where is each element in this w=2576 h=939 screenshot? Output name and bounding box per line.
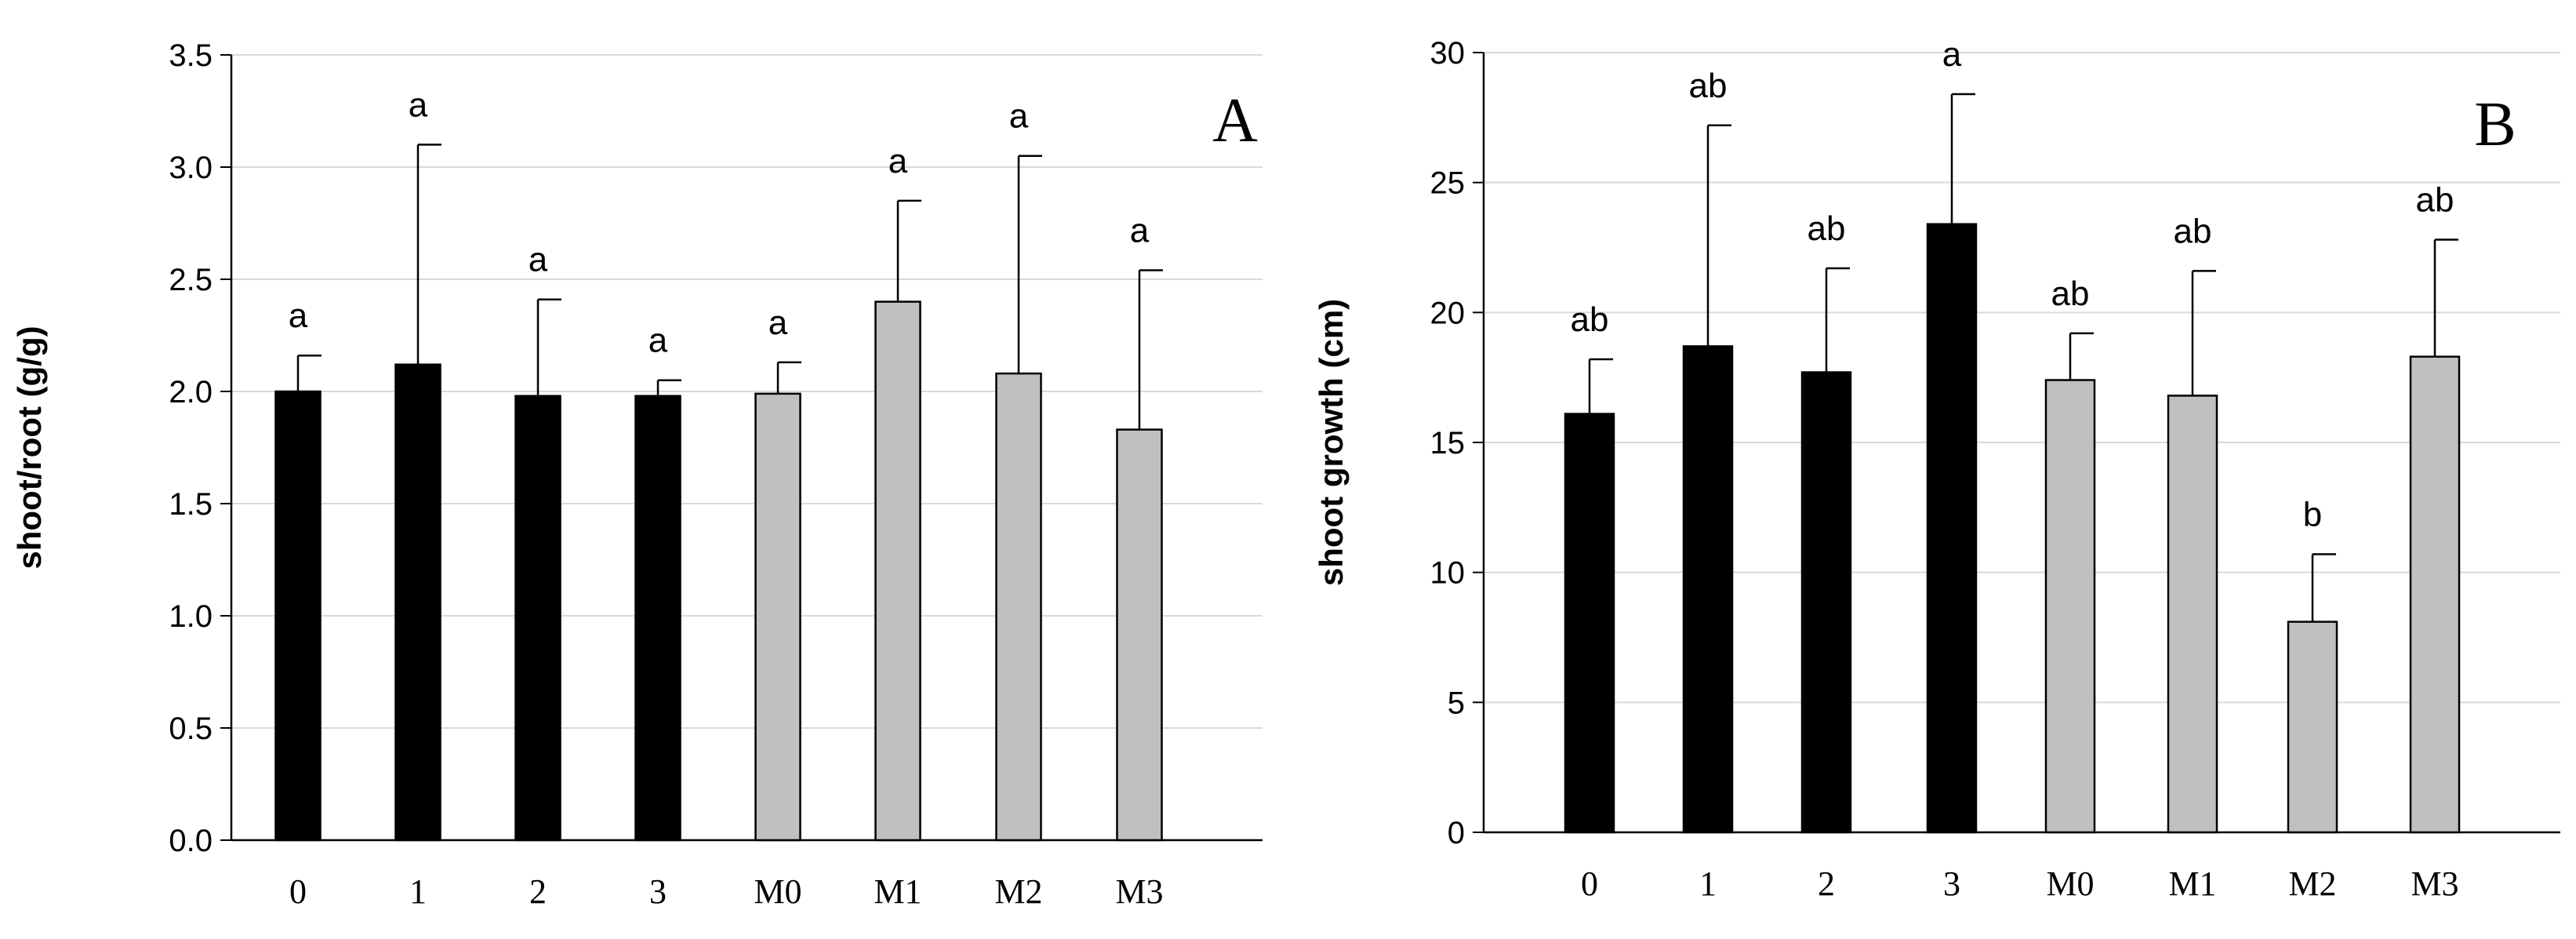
significance-letter: a	[1130, 212, 1150, 250]
y-tick-label: 0.5	[169, 712, 213, 746]
bar	[394, 363, 441, 842]
bar	[1116, 428, 1163, 842]
y-tick-label: 3.5	[169, 38, 213, 73]
bar	[995, 372, 1042, 842]
significance-letter: ab	[2051, 275, 2090, 313]
significance-letter: ab	[1689, 67, 1728, 105]
significance-letter: a	[768, 304, 788, 342]
x-tick-label: M3	[1115, 872, 1163, 911]
x-tick-label: M1	[2168, 864, 2216, 903]
bar	[1800, 371, 1852, 834]
significance-letter: ab	[2174, 212, 2212, 250]
bar	[2044, 379, 2096, 834]
x-tick-label: 0	[1581, 864, 1598, 903]
significance-letter: ab	[1571, 300, 1609, 339]
bar	[274, 390, 322, 842]
y-tick-label: 25	[1430, 166, 1466, 201]
x-tick-label: 3	[1943, 864, 1960, 903]
x-tick-label: 1	[409, 872, 427, 911]
x-tick-label: M2	[2288, 864, 2336, 903]
panel-tag: A	[1212, 86, 1258, 155]
y-tick-label: 2.0	[169, 375, 213, 409]
y-tick-label: 10	[1430, 556, 1466, 591]
y-tick-label: 1.5	[169, 487, 213, 522]
x-tick-label: 0	[289, 872, 307, 911]
bar	[2287, 621, 2338, 834]
y-tick-label: 0	[1448, 816, 1465, 850]
bar	[874, 300, 921, 842]
x-tick-label: M0	[754, 872, 801, 911]
significance-letter: a	[409, 86, 428, 124]
bar	[2167, 395, 2218, 834]
panel-tag: B	[2474, 90, 2516, 159]
y-tick-label: 15	[1430, 426, 1466, 460]
x-tick-label: 3	[649, 872, 667, 911]
y-tick-label: 5	[1448, 686, 1465, 720]
y-tick-label: 30	[1430, 36, 1466, 71]
y-tick-label: 0.0	[169, 824, 213, 858]
significance-letter: ab	[2416, 181, 2454, 220]
y-axis-label: shoot/root (g/g)	[11, 326, 48, 569]
x-tick-label: M3	[2411, 864, 2458, 903]
significance-letter: ab	[1808, 209, 1846, 248]
y-tick-label: 3.0	[169, 151, 213, 185]
x-tick-label: M2	[994, 872, 1042, 911]
bar	[1926, 223, 1978, 834]
significance-letter: a	[289, 297, 308, 335]
significance-letter: a	[888, 142, 908, 180]
chart-panel-a: 0.0 0.5 1.0 1.5 2.0 2.5 3.0 3.5 shoot/root (g/g)…	[11, 38, 1263, 911]
significance-letter: a	[1942, 35, 1962, 74]
y-axis-label: shoot growth (cm)	[1313, 299, 1350, 586]
bar	[1682, 345, 1734, 834]
x-tick-label: 2	[529, 872, 547, 911]
y-tick-label: 20	[1430, 296, 1466, 330]
x-tick-label: M0	[2046, 864, 2094, 903]
significance-letter: b	[2303, 495, 2322, 533]
bar	[2409, 355, 2461, 834]
x-tick-label: 1	[1699, 864, 1717, 903]
y-tick-label: 1.0	[169, 599, 213, 634]
x-tick-label: M1	[874, 872, 921, 911]
bar	[754, 392, 801, 842]
bar	[1564, 413, 1615, 834]
x-tick-label: 2	[1818, 864, 1835, 903]
bar	[634, 395, 681, 842]
significance-letter: a	[1009, 97, 1029, 136]
y-tick-label: 2.5	[169, 263, 213, 297]
bar	[514, 395, 561, 842]
significance-letter: a	[529, 241, 548, 279]
significance-letter: a	[649, 322, 668, 360]
